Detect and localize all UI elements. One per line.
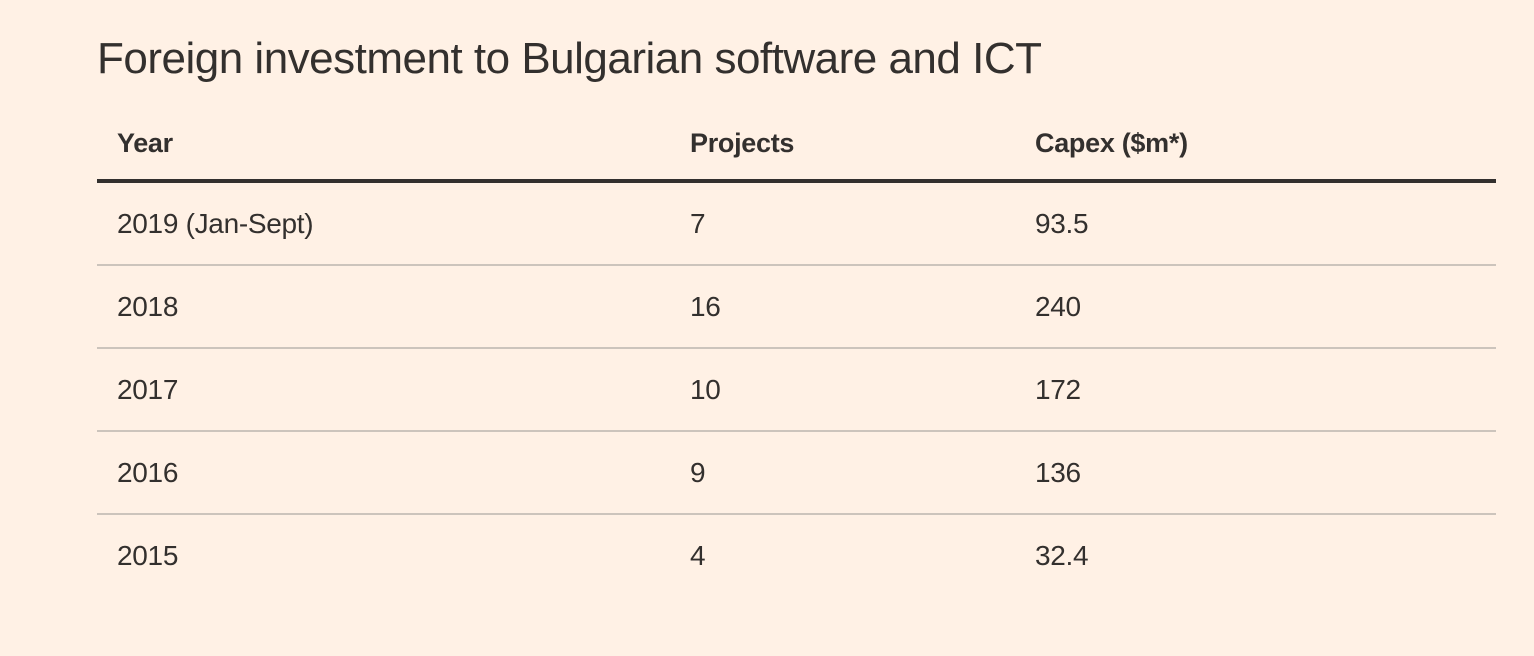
column-header-capex: Capex ($m*)	[1035, 86, 1496, 183]
year-cell: 2018	[97, 265, 690, 349]
capex-cell: 240	[1035, 265, 1496, 349]
projects-cell: 4	[690, 540, 706, 571]
capex-cell: 136	[1035, 431, 1496, 515]
table-row: 2017 10 172	[97, 348, 1496, 432]
table-row: 2018 16 240	[97, 265, 1496, 349]
table-row: 2016 9 136	[97, 431, 1496, 515]
projects-cell: 9	[690, 431, 1035, 515]
column-header-projects: Projects	[690, 86, 1035, 183]
table-header: Year Projects Capex ($m*)	[97, 86, 1496, 183]
year-cell: 2015	[117, 540, 179, 571]
year-cell: 2016	[97, 431, 690, 515]
header-row: Year Projects Capex ($m*)	[97, 86, 1496, 183]
table-body: 2019 (Jan-Sept) 7 93.5 2018 16 240 2017 …	[97, 181, 1496, 596]
table-row: 2015 4 32.4	[97, 514, 1496, 596]
table-row: 2019 (Jan-Sept) 7 93.5	[97, 181, 1496, 266]
projects-cell: 7	[690, 181, 1035, 266]
capex-cell: 172	[1035, 348, 1496, 432]
capex-cell: 32.4	[1035, 540, 1089, 571]
year-cell: 2017	[97, 348, 690, 432]
capex-cell: 93.5	[1035, 181, 1496, 266]
page-title: Foreign investment to Bulgarian software…	[97, 34, 1042, 83]
data-table: Year Projects Capex ($m*) 2019 (Jan-Sept…	[97, 86, 1496, 596]
projects-cell: 16	[690, 265, 1035, 349]
year-cell: 2019 (Jan-Sept)	[97, 181, 690, 266]
table-card: Foreign investment to Bulgarian software…	[97, 0, 1496, 596]
column-header-year: Year	[97, 86, 690, 183]
projects-cell: 10	[690, 348, 1035, 432]
